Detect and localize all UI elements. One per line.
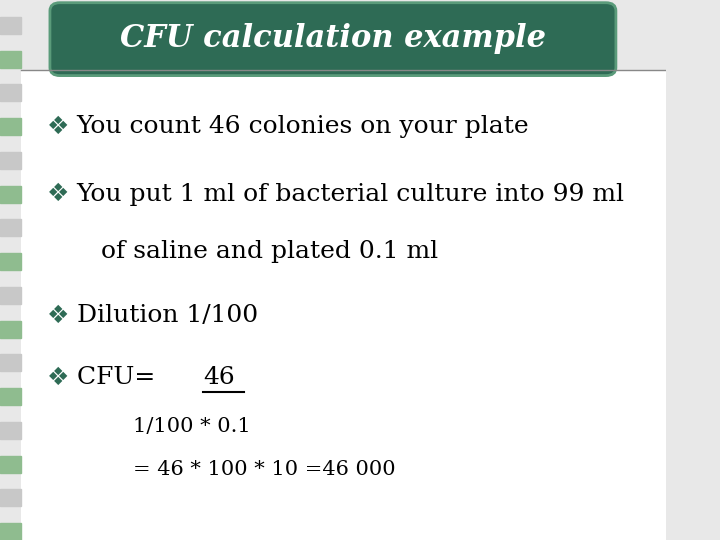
Bar <box>0 422 22 438</box>
Text: Dilution 1/100: Dilution 1/100 <box>76 305 258 327</box>
FancyBboxPatch shape <box>22 70 666 540</box>
Bar <box>0 456 22 472</box>
Bar <box>0 354 22 372</box>
Text: CFU=: CFU= <box>76 367 163 389</box>
Bar <box>0 489 22 507</box>
Bar <box>0 388 22 405</box>
Text: You put 1 ml of bacterial culture into 99 ml: You put 1 ml of bacterial culture into 9… <box>76 183 624 206</box>
Bar <box>0 118 22 135</box>
Text: = 46 * 100 * 10 =46 000: = 46 * 100 * 10 =46 000 <box>133 460 396 480</box>
FancyBboxPatch shape <box>50 3 616 76</box>
Text: ❖: ❖ <box>47 304 69 328</box>
Text: 1/100 * 0.1: 1/100 * 0.1 <box>133 417 251 436</box>
Text: ❖: ❖ <box>47 366 69 390</box>
Bar <box>0 51 22 68</box>
Text: ❖: ❖ <box>47 183 69 206</box>
Bar <box>0 321 22 338</box>
Bar <box>0 287 22 303</box>
Bar <box>0 152 22 168</box>
Text: ❖: ❖ <box>47 115 69 139</box>
Bar <box>0 253 22 270</box>
Text: CFU calculation example: CFU calculation example <box>120 23 546 55</box>
Text: You count 46 colonies on your plate: You count 46 colonies on your plate <box>76 116 529 138</box>
Bar <box>0 186 22 202</box>
Text: of saline and plated 0.1 ml: of saline and plated 0.1 ml <box>76 240 438 262</box>
Bar <box>0 84 22 102</box>
Bar <box>0 219 22 237</box>
Bar <box>0 523 22 540</box>
Bar <box>0 17 22 33</box>
Text: 46: 46 <box>203 367 235 389</box>
